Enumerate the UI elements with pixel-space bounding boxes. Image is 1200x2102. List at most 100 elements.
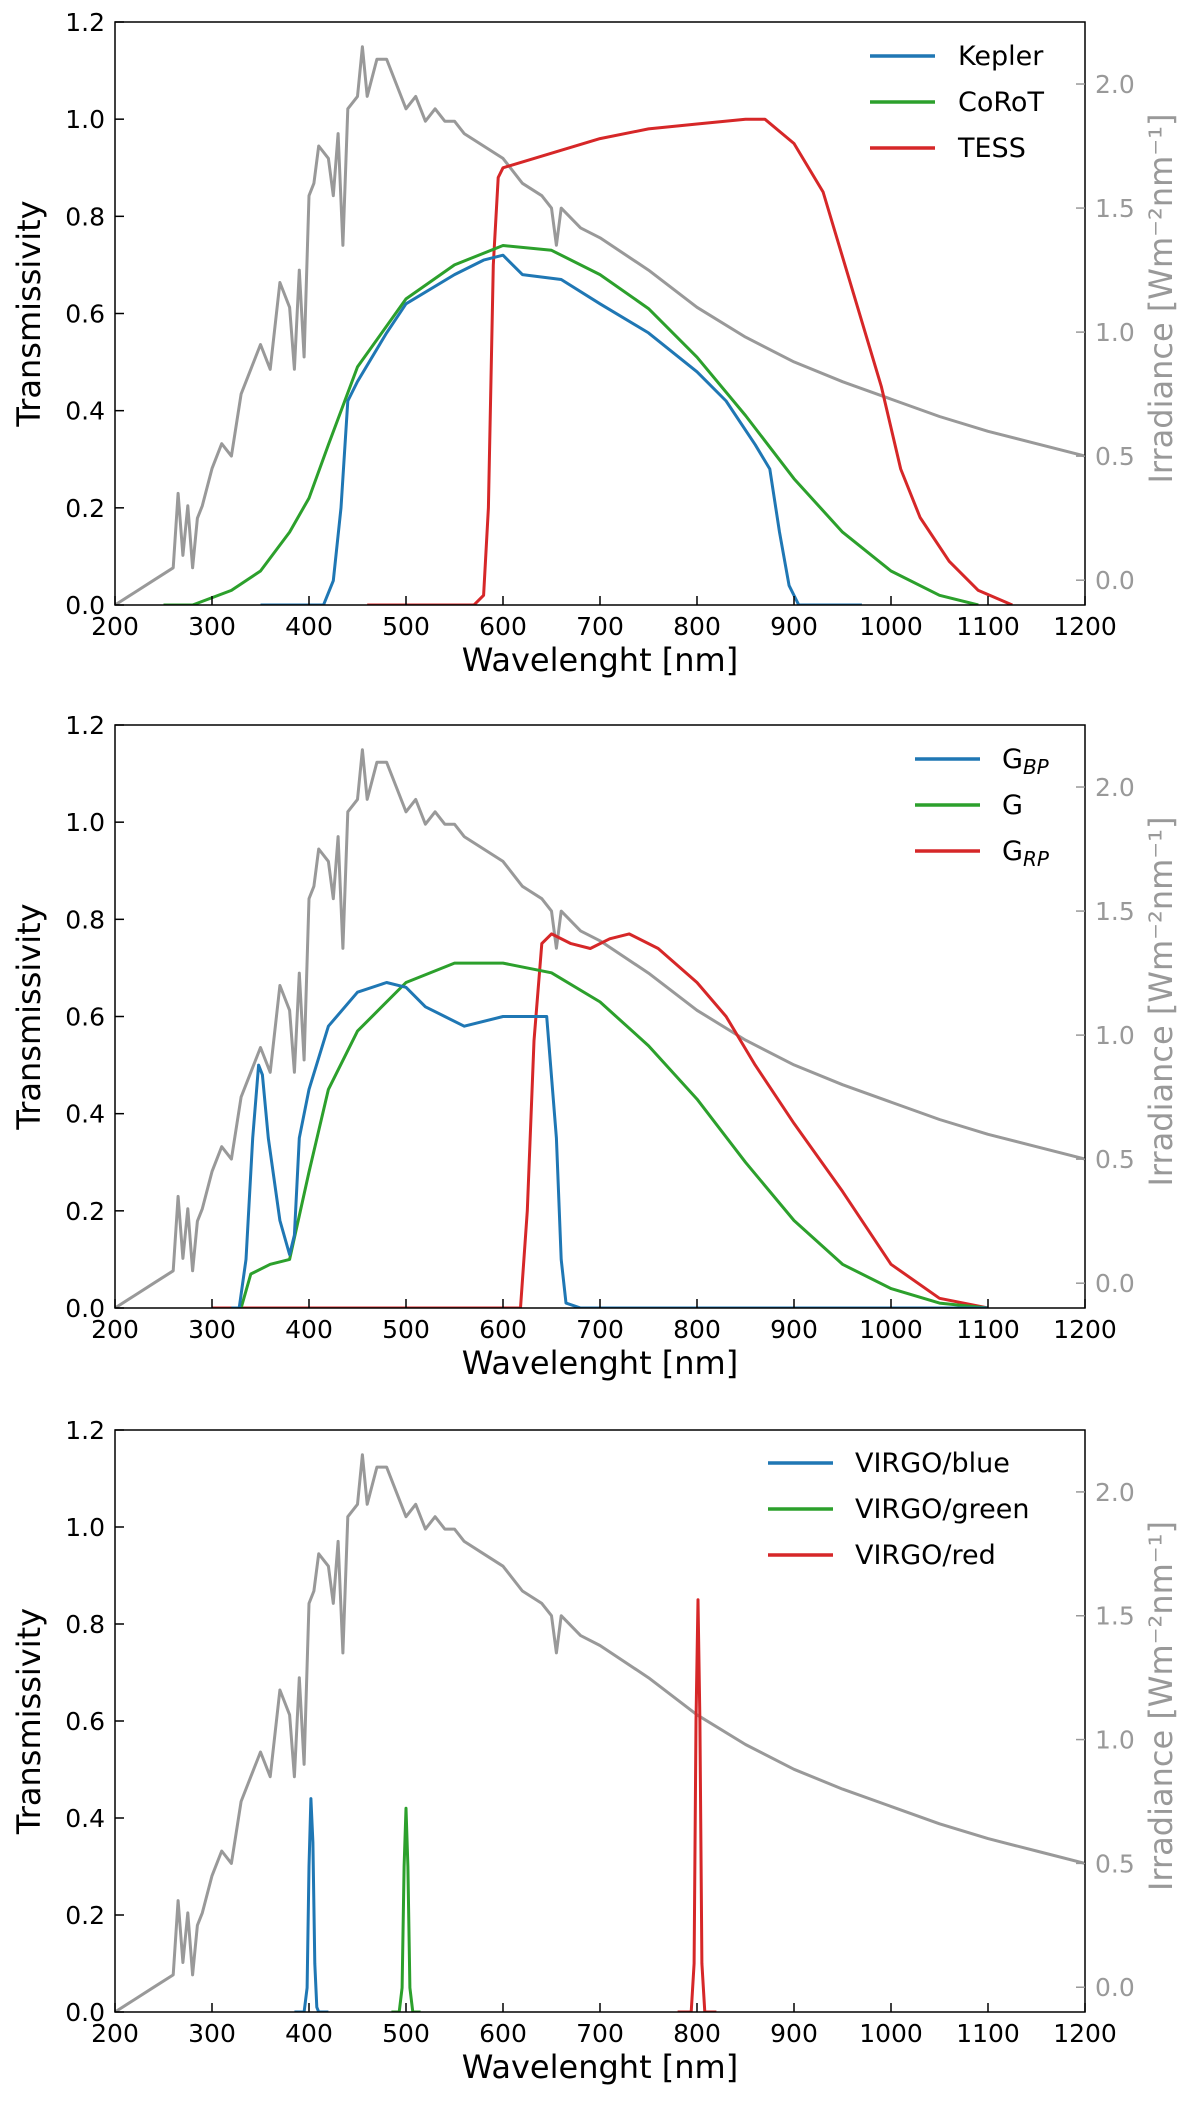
y-tick-label: 1.0: [65, 105, 105, 134]
y2-tick-label: 1.0: [1095, 1726, 1135, 1755]
series-line-2: [677, 1598, 717, 2012]
x-tick-label: 700: [576, 2019, 624, 2048]
x-tick-label: 500: [382, 2019, 430, 2048]
series-line-1: [163, 244, 979, 605]
x-axis-label: Wavelenght [nm]: [462, 2048, 738, 2086]
legend-subscript: BP: [1023, 755, 1050, 779]
x-tick-label: 900: [770, 612, 818, 641]
plot-area: [115, 45, 1085, 605]
y-axis-label: Transmissivity: [10, 200, 48, 427]
y2-axis-label: Irradiance [Wm⁻²nm⁻¹]: [1142, 816, 1180, 1186]
irradiance-line: [115, 1453, 1085, 2012]
y-axis-label: Transmissivity: [10, 1608, 48, 1835]
x-tick-label: 400: [285, 612, 333, 641]
y2-tick-label: 0.0: [1095, 1269, 1135, 1298]
y-tick-label: 0.6: [65, 300, 105, 329]
y-tick-label: 0.4: [65, 1804, 105, 1833]
y-tick-label: 0.0: [65, 1294, 105, 1323]
legend-entry: GRP: [1002, 836, 1050, 871]
x-tick-label: 500: [382, 612, 430, 641]
y-tick-label: 1.0: [65, 808, 105, 837]
y-tick-label: 1.2: [65, 1416, 105, 1445]
x-tick-label: 800: [673, 1315, 721, 1344]
legend: Kepler CoRoT TESS: [870, 41, 1044, 164]
x-tick-label: 1000: [859, 1315, 923, 1344]
y-tick-label: 0.8: [65, 1610, 105, 1639]
legend: GBP G GRP: [915, 744, 1050, 871]
x-tick-label: 900: [770, 2019, 818, 2048]
series-line-0: [231, 981, 988, 1308]
chart-panel-1: 200 300 400 500 600 700 800 900 1000 1100 1200 0.0 0…: [10, 8, 1180, 679]
y2-tick-label: 1.0: [1095, 1021, 1135, 1050]
y-tick-label: 0.0: [65, 1998, 105, 2027]
chart-panel-2: 200 300 400 500 600 700 800 900 1000 1100 1200 0.0 0…: [10, 711, 1180, 1382]
y-tick-label: 0.4: [65, 1100, 105, 1129]
x-tick-label: 700: [576, 1315, 624, 1344]
x-tick-label: 400: [285, 1315, 333, 1344]
plot-area: [115, 1453, 1085, 2012]
series-line-2: [367, 117, 1013, 605]
legend-entry: Kepler: [958, 41, 1044, 72]
y2-tick-label: 1.0: [1095, 318, 1135, 347]
series-line-1: [231, 961, 989, 1308]
y2-tick-label: 0.5: [1095, 442, 1135, 471]
y-tick-label: 0.2: [65, 494, 105, 523]
x-tick-label: 300: [188, 1315, 236, 1344]
series-line-1: [391, 1806, 421, 2012]
y2-tick-label: 1.5: [1095, 194, 1135, 223]
y2-tick-label: 0.5: [1095, 1849, 1135, 1878]
y2-axis-label: Irradiance [Wm⁻²nm⁻¹]: [1142, 113, 1180, 483]
y2-axis-label: Irradiance [Wm⁻²nm⁻¹]: [1142, 1521, 1180, 1891]
y2-tick-label: 0.0: [1095, 1973, 1135, 2002]
y-tick-label: 1.2: [65, 711, 105, 740]
legend-entry: VIRGO/red: [855, 1540, 996, 1571]
x-axis-label: Wavelenght [nm]: [462, 1344, 738, 1382]
y-tick-label: 0.2: [65, 1197, 105, 1226]
x-tick-label: 300: [188, 2019, 236, 2048]
x-tick-label: 600: [479, 1315, 527, 1344]
x-tick-label: 900: [770, 1315, 818, 1344]
y-tick-label: 1.2: [65, 8, 105, 37]
y-tick-label: 0.4: [65, 397, 105, 426]
chart-panel-3: 200 300 400 500 600 700 800 900 1000 1100 1200 0.0 0…: [10, 1416, 1180, 2086]
x-tick-label: 200: [91, 2019, 139, 2048]
x-axis-label: Wavelenght [nm]: [462, 641, 738, 679]
x-tick-label: 700: [576, 612, 624, 641]
y-tick-label: 0.0: [65, 591, 105, 620]
x-tick-label: 200: [91, 1315, 139, 1344]
legend-entry: GBP: [1002, 744, 1050, 779]
y-axis-label: Transmissivity: [10, 903, 48, 1130]
x-tick-label: 1100: [956, 1315, 1020, 1344]
y2-tick-label: 1.5: [1095, 897, 1135, 926]
y2-tick-label: 2.0: [1095, 70, 1135, 99]
x-tick-label: 1200: [1053, 1315, 1117, 1344]
irradiance-line: [115, 748, 1085, 1308]
y-tick-label: 1.0: [65, 1513, 105, 1542]
x-tick-label: 800: [673, 612, 721, 641]
series-line-0: [294, 1797, 329, 2012]
plot-area: [115, 748, 1085, 1308]
series-line-2: [212, 932, 989, 1308]
irradiance-line: [115, 45, 1085, 605]
series-line-0: [260, 253, 862, 605]
y2-tick-label: 0.0: [1095, 566, 1135, 595]
legend-entry: VIRGO/blue: [855, 1448, 1010, 1479]
x-tick-label: 1200: [1053, 2019, 1117, 2048]
x-tick-label: 500: [382, 1315, 430, 1344]
x-tick-label: 200: [91, 612, 139, 641]
y-tick-label: 0.2: [65, 1901, 105, 1930]
x-tick-label: 800: [673, 2019, 721, 2048]
axes-frame: [114, 21, 1086, 606]
legend-subscript: RP: [1023, 847, 1050, 871]
axes-frame: [114, 724, 1086, 1309]
x-tick-label: 1100: [956, 612, 1020, 641]
y-tick-label: 0.8: [65, 905, 105, 934]
x-tick-label: 1100: [956, 2019, 1020, 2048]
y2-tick-label: 2.0: [1095, 1478, 1135, 1507]
y2-tick-label: 0.5: [1095, 1145, 1135, 1174]
x-tick-label: 600: [479, 612, 527, 641]
y2-tick-label: 1.5: [1095, 1602, 1135, 1631]
x-tick-label: 300: [188, 612, 236, 641]
x-tick-label: 400: [285, 2019, 333, 2048]
